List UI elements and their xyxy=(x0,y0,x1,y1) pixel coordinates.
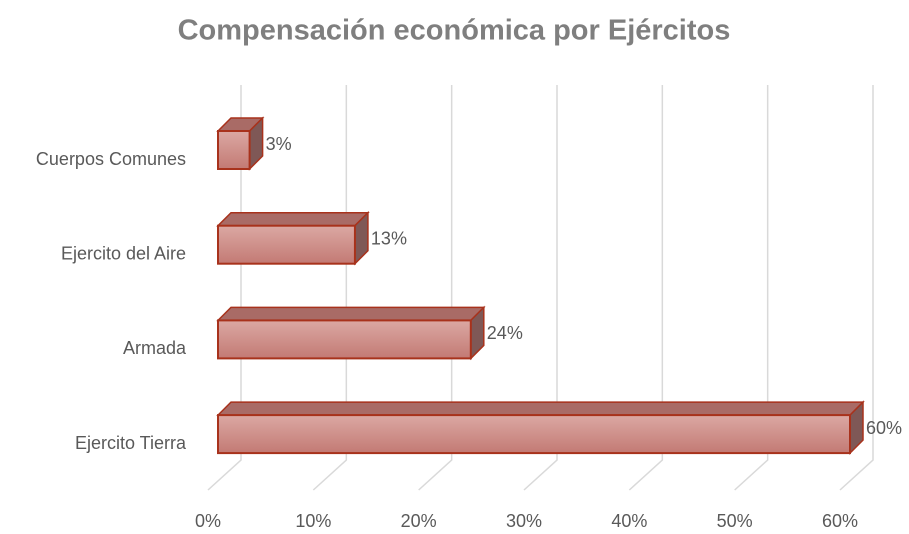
y-tick-label: Cuerpos Comunes xyxy=(36,149,186,169)
data-label: 13% xyxy=(371,228,407,248)
grid-line xyxy=(207,85,242,491)
grid-line xyxy=(734,85,769,491)
y-tick-label: Ejercito Tierra xyxy=(75,433,187,453)
bar-top-face xyxy=(216,306,486,322)
chart-title: Compensación económica por Ejércitos xyxy=(178,15,731,47)
x-tick-label: 50% xyxy=(717,511,753,531)
y-tick-label: Ejercito del Aire xyxy=(61,243,186,263)
data-label: 3% xyxy=(266,134,292,154)
x-tick-label: 20% xyxy=(401,511,437,531)
x-tick-label: 0% xyxy=(195,511,221,531)
grid-line xyxy=(523,85,558,491)
grid-line xyxy=(628,85,664,491)
bar-top-face xyxy=(216,211,370,227)
bar xyxy=(217,319,472,360)
grid-line xyxy=(312,85,348,491)
bar-top-face xyxy=(216,401,865,416)
bar xyxy=(217,414,851,455)
bar xyxy=(217,130,251,170)
x-tick-label: 60% xyxy=(822,511,858,531)
grid-line xyxy=(839,85,874,491)
x-tick-label: 30% xyxy=(506,511,542,531)
x-tick-label: 10% xyxy=(295,511,331,531)
grid-line xyxy=(418,85,453,491)
x-tick-label: 40% xyxy=(611,511,647,531)
bar xyxy=(217,224,356,265)
data-label: 24% xyxy=(487,323,523,343)
y-tick-label: Armada xyxy=(123,338,187,358)
data-label: 60% xyxy=(866,418,902,438)
